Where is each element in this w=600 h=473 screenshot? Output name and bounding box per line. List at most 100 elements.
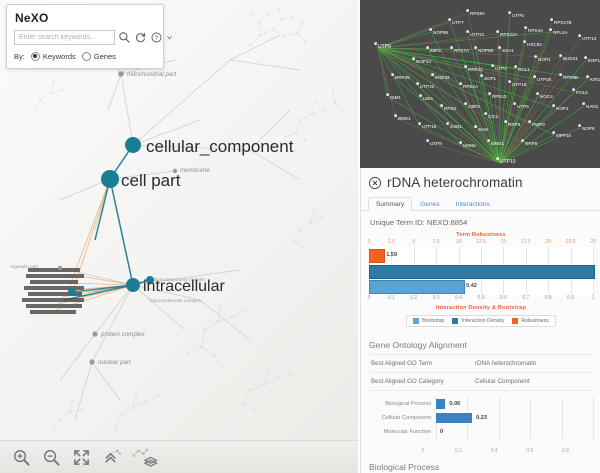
zoom-out-icon[interactable] (42, 448, 61, 467)
gene-node[interactable] (533, 75, 536, 78)
node-cellular-component[interactable] (125, 137, 141, 153)
go-bar-label: Biological Process (385, 401, 431, 407)
gene-node[interactable] (448, 18, 451, 21)
gene-node[interactable] (394, 114, 397, 117)
axis-tick: 0.4 (490, 448, 498, 454)
gene-node[interactable] (466, 30, 469, 33)
gene-label: RPS13 (492, 94, 507, 99)
gene-node[interactable] (459, 141, 462, 144)
gene-node[interactable] (514, 65, 517, 68)
gene-node[interactable] (480, 74, 483, 77)
gene-node[interactable] (513, 102, 516, 105)
axis-tick: 0.9 (567, 295, 575, 301)
gene-node[interactable] (440, 104, 443, 107)
gene-node[interactable] (552, 104, 555, 107)
axis-tick: 0.6 (499, 295, 507, 301)
radio-genes-dot (81, 52, 91, 61)
node-label-organelle-part: organelle part (10, 264, 39, 269)
gene-label: SKI6 (478, 127, 488, 132)
gene-node[interactable] (446, 122, 449, 125)
gene-node[interactable] (416, 82, 419, 85)
gene-node[interactable] (504, 120, 507, 123)
tab-summary[interactable]: Summary (368, 197, 413, 211)
radio-keywords[interactable]: Keywords (30, 52, 76, 61)
node-rnp-complex[interactable] (146, 276, 154, 284)
node-ribosomal-subunit[interactable] (68, 288, 76, 296)
gene-graph: RPS8A UTP6 UTP7 RPS17B NOP56 UTP21 RPS22A RPS4A… (374, 9, 600, 165)
gene-node[interactable] (426, 46, 429, 49)
gene-node[interactable] (550, 18, 553, 21)
gene-label: UTP13 (582, 36, 597, 41)
fit-to-screen-icon[interactable] (72, 448, 91, 467)
gene-node[interactable] (523, 40, 526, 43)
gene-node[interactable] (426, 139, 429, 142)
gene-node[interactable] (559, 54, 562, 57)
gene-node[interactable] (508, 11, 511, 14)
gene-node[interactable] (552, 131, 555, 134)
gene-node[interactable] (559, 73, 562, 76)
gene-node[interactable] (464, 102, 467, 105)
gene-node[interactable] (496, 157, 499, 160)
gene-node[interactable] (572, 88, 575, 91)
zoom-in-icon[interactable] (12, 448, 31, 467)
refresh-icon[interactable] (134, 31, 147, 44)
axis-tick: 0.2 (410, 295, 418, 301)
go-term-key: Best Aligned GO Term (371, 360, 433, 367)
gene-node[interactable] (488, 92, 491, 95)
gene-node[interactable] (549, 28, 552, 31)
gene-node[interactable] (582, 102, 585, 105)
gene-node[interactable] (536, 92, 539, 95)
layers-icon[interactable] (132, 448, 158, 467)
gene-node[interactable] (466, 9, 469, 12)
axis-tick: 0.7 (522, 295, 530, 301)
gene-node[interactable] (391, 73, 394, 76)
ontology-network-canvas[interactable]: mitochondrial part membrane protein comp… (0, 0, 358, 473)
axis-tick: 2.5 (387, 239, 395, 245)
node-intracellular[interactable] (126, 278, 140, 292)
search-icon[interactable] (118, 31, 131, 44)
gene-node[interactable] (419, 94, 422, 97)
highlighted-edges (63, 144, 151, 301)
gene-interaction-network[interactable]: RPS8A UTP6 UTP7 RPS17B NOP56 UTP21 RPS22A RPS4A… (360, 0, 600, 168)
search-input[interactable] (14, 30, 115, 45)
chart-title-top: Term Robustness (456, 232, 506, 238)
collapse-all-icon[interactable] (102, 448, 122, 467)
gene-node[interactable] (578, 124, 581, 127)
gene-node[interactable] (524, 26, 527, 29)
gene-node[interactable] (474, 46, 477, 49)
gene-node[interactable] (578, 34, 581, 37)
gene-node[interactable] (474, 125, 477, 128)
help-icon[interactable]: ? (150, 31, 163, 44)
gene-node[interactable] (429, 28, 432, 31)
axis-tick: 1 (591, 295, 595, 301)
gene-node[interactable] (484, 112, 487, 115)
gridline (530, 397, 532, 411)
tab-interactions[interactable]: Interactions (455, 201, 490, 208)
gene-node[interactable] (386, 93, 389, 96)
close-circle-icon[interactable] (368, 176, 382, 190)
gene-node[interactable] (508, 80, 511, 83)
gene-node[interactable] (431, 73, 434, 76)
gene-node[interactable] (586, 75, 589, 78)
gene-node[interactable] (491, 64, 494, 67)
gene-node[interactable] (418, 122, 421, 125)
gene-node[interactable] (521, 139, 524, 142)
tab-genes[interactable]: Genes (420, 201, 440, 208)
gene-node[interactable] (374, 42, 377, 45)
gene-node[interactable] (584, 56, 587, 59)
gene-node[interactable] (534, 55, 537, 58)
gene-node[interactable] (496, 30, 499, 33)
gene-node[interactable] (487, 139, 490, 142)
node-label-macromolecular-complex: macromolecular complex (150, 298, 202, 303)
gene-node[interactable] (450, 46, 453, 49)
gene-node[interactable] (464, 65, 467, 68)
radio-genes[interactable]: Genes (81, 52, 116, 61)
node-cell-part[interactable] (101, 170, 119, 188)
axis-tick: 0.4 (455, 295, 463, 301)
gene-node[interactable] (498, 46, 501, 49)
gene-node[interactable] (528, 120, 531, 123)
gene-node[interactable] (412, 57, 415, 60)
gene-node[interactable] (459, 82, 462, 85)
chevron-down-icon[interactable] (166, 31, 173, 44)
